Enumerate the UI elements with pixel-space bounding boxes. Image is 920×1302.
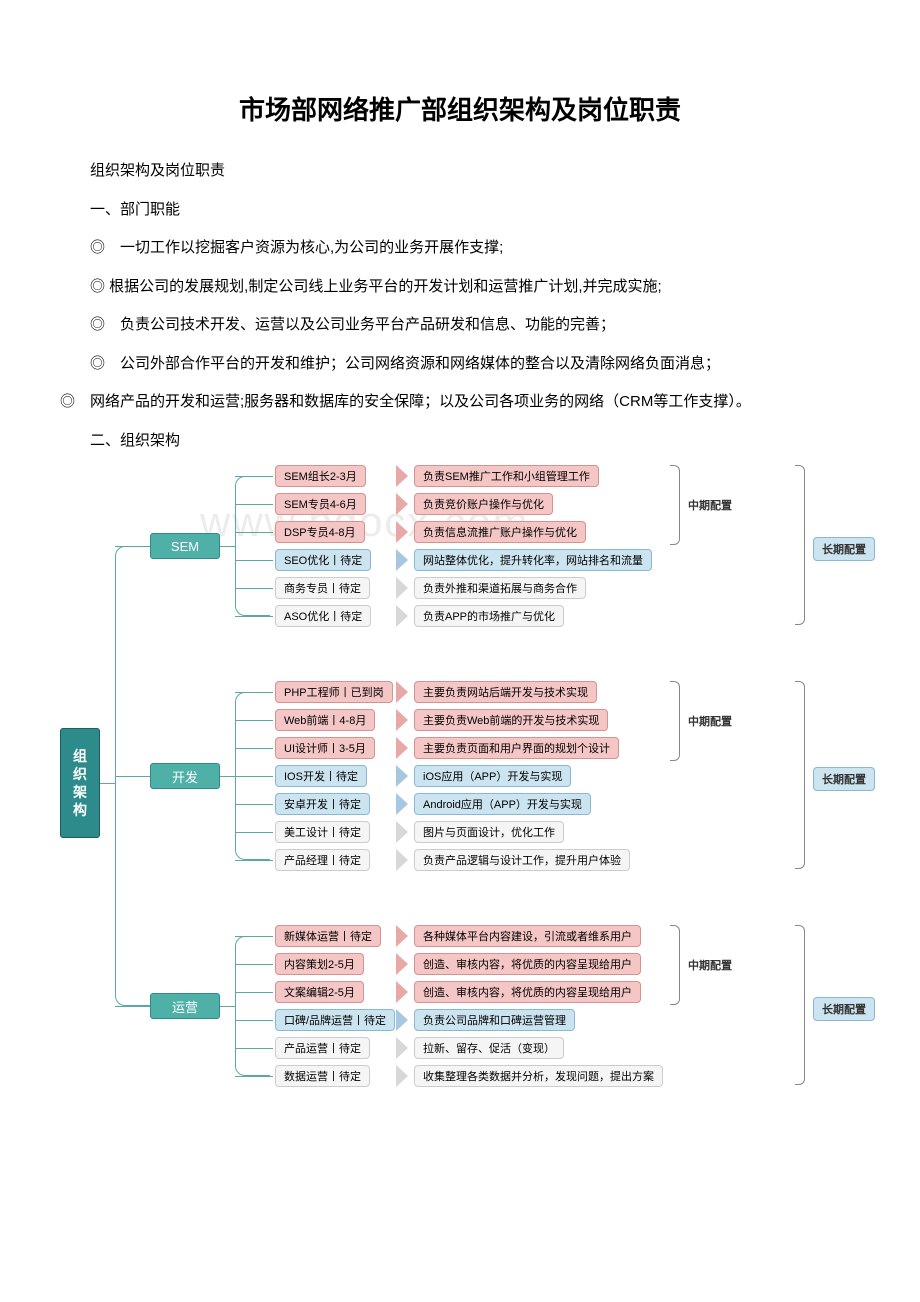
brace-mid (670, 465, 680, 545)
root-label: 组织架构 (73, 747, 87, 820)
bullet-item: ◎ 网络产品的开发和运营;服务器和数据库的安全保障；以及公司各项业务的网络（CR… (60, 388, 860, 417)
section2-heading: 二、组织架构 (60, 427, 860, 456)
chevron-icon (396, 737, 408, 759)
root-node: 组织架构 (60, 728, 100, 838)
long-config-label: 长期配置 (813, 537, 875, 561)
brace-mid (670, 681, 680, 761)
chevron-icon (396, 821, 408, 843)
chevron-icon (396, 681, 408, 703)
role-pill: 产品运营丨待定 (275, 1037, 370, 1059)
desc-pill: 负责APP的市场推广与优化 (414, 605, 564, 627)
chevron-icon (396, 793, 408, 815)
role-pill: Web前端丨4-8月 (275, 709, 375, 731)
role-pill: 新媒体运营丨待定 (275, 925, 381, 947)
chevron-icon (396, 981, 408, 1003)
mid-config-label: 中期配置 (688, 957, 732, 973)
chevron-icon (396, 1009, 408, 1031)
role-pill: 文案编辑2-5月 (275, 981, 364, 1003)
desc-pill: 负责信息流推广账户操作与优化 (414, 521, 586, 543)
desc-pill: 网站整体优化，提升转化率，网站排名和流量 (414, 549, 652, 571)
section1-heading: 一、部门职能 (60, 196, 860, 225)
role-pill: 产品经理丨待定 (275, 849, 370, 871)
chevron-icon (396, 709, 408, 731)
brace-long (795, 925, 805, 1085)
role-pill: 数据运营丨待定 (275, 1065, 370, 1087)
bullet-item: ◎ 公司外部合作平台的开发和维护；公司网络资源和网络媒体的整合以及清除网络负面消… (60, 350, 860, 379)
desc-pill: 负责SEM推广工作和小组管理工作 (414, 465, 599, 487)
subtitle: 组织架构及岗位职责 (60, 157, 860, 186)
mid-config-label: 中期配置 (688, 713, 732, 729)
chevron-icon (396, 953, 408, 975)
desc-pill: 图片与页面设计，优化工作 (414, 821, 564, 843)
desc-pill: 主要负责网站后端开发与技术实现 (414, 681, 597, 703)
long-config-label: 长期配置 (813, 997, 875, 1021)
chevron-icon (396, 849, 408, 871)
org-diagram: www.bdocx.com 组织架构 SEMSEM组长2-3月负责SEM推广工作… (60, 473, 880, 1093)
desc-pill: 各种媒体平台内容建设，引流或者维系用户 (414, 925, 641, 947)
desc-pill: 负责外推和渠道拓展与商务合作 (414, 577, 586, 599)
role-pill: ASO优化丨待定 (275, 605, 371, 627)
desc-pill: 创造、审核内容，将优质的内容呈现给用户 (414, 981, 641, 1003)
desc-pill: 拉新、留存、促活（变现） (414, 1037, 564, 1059)
role-pill: SEM组长2-3月 (275, 465, 366, 487)
mid-config-label: 中期配置 (688, 497, 732, 513)
desc-pill: 创造、审核内容，将优质的内容呈现给用户 (414, 953, 641, 975)
chevron-icon (396, 493, 408, 515)
bullet-item: ◎ 一切工作以挖掘客户资源为核心,为公司的业务开展作支撑; (60, 234, 860, 263)
desc-pill: 负责竞价账户操作与优化 (414, 493, 553, 515)
role-pill: 商务专员丨待定 (275, 577, 370, 599)
desc-pill: 主要负责Web前端的开发与技术实现 (414, 709, 608, 731)
desc-pill: 收集整理各类数据并分析，发现问题，提出方案 (414, 1065, 663, 1087)
chevron-icon (396, 1065, 408, 1087)
long-config-label: 长期配置 (813, 767, 875, 791)
branch-node: SEM (150, 533, 220, 559)
bullet-item: ◎ 根据公司的发展规划,制定公司线上业务平台的开发计划和运营推广计划,并完成实施… (60, 273, 860, 302)
branch-node: 开发 (150, 763, 220, 789)
desc-pill: Android应用（APP）开发与实现 (414, 793, 591, 815)
role-pill: DSP专员4-8月 (275, 521, 365, 543)
chevron-icon (396, 605, 408, 627)
desc-pill: 主要负责页面和用户界面的规划个设计 (414, 737, 619, 759)
desc-pill: 负责产品逻辑与设计工作，提升用户体验 (414, 849, 630, 871)
chevron-icon (396, 577, 408, 599)
desc-pill: iOS应用（APP）开发与实现 (414, 765, 571, 787)
desc-pill: 负责公司品牌和口碑运营管理 (414, 1009, 575, 1031)
role-pill: SEM专员4-6月 (275, 493, 366, 515)
role-pill: 美工设计丨待定 (275, 821, 370, 843)
branch-node: 运营 (150, 993, 220, 1019)
brace-long (795, 681, 805, 869)
role-pill: PHP工程师丨已到岗 (275, 681, 393, 703)
chevron-icon (396, 549, 408, 571)
role-pill: SEO优化丨待定 (275, 549, 371, 571)
chevron-icon (396, 765, 408, 787)
page-title: 市场部网络推广部组织架构及岗位职责 (60, 90, 860, 127)
bullet-item: ◎ 负责公司技术开发、运营以及公司业务平台产品研发和信息、功能的完善； (60, 311, 860, 340)
role-pill: 安卓开发丨待定 (275, 793, 370, 815)
chevron-icon (396, 1037, 408, 1059)
role-pill: 内容策划2-5月 (275, 953, 364, 975)
chevron-icon (396, 465, 408, 487)
chevron-icon (396, 521, 408, 543)
role-pill: IOS开发丨待定 (275, 765, 367, 787)
role-pill: 口碑/品牌运营丨待定 (275, 1009, 395, 1031)
role-pill: UI设计师丨3-5月 (275, 737, 375, 759)
brace-long (795, 465, 805, 625)
chevron-icon (396, 925, 408, 947)
brace-mid (670, 925, 680, 1005)
